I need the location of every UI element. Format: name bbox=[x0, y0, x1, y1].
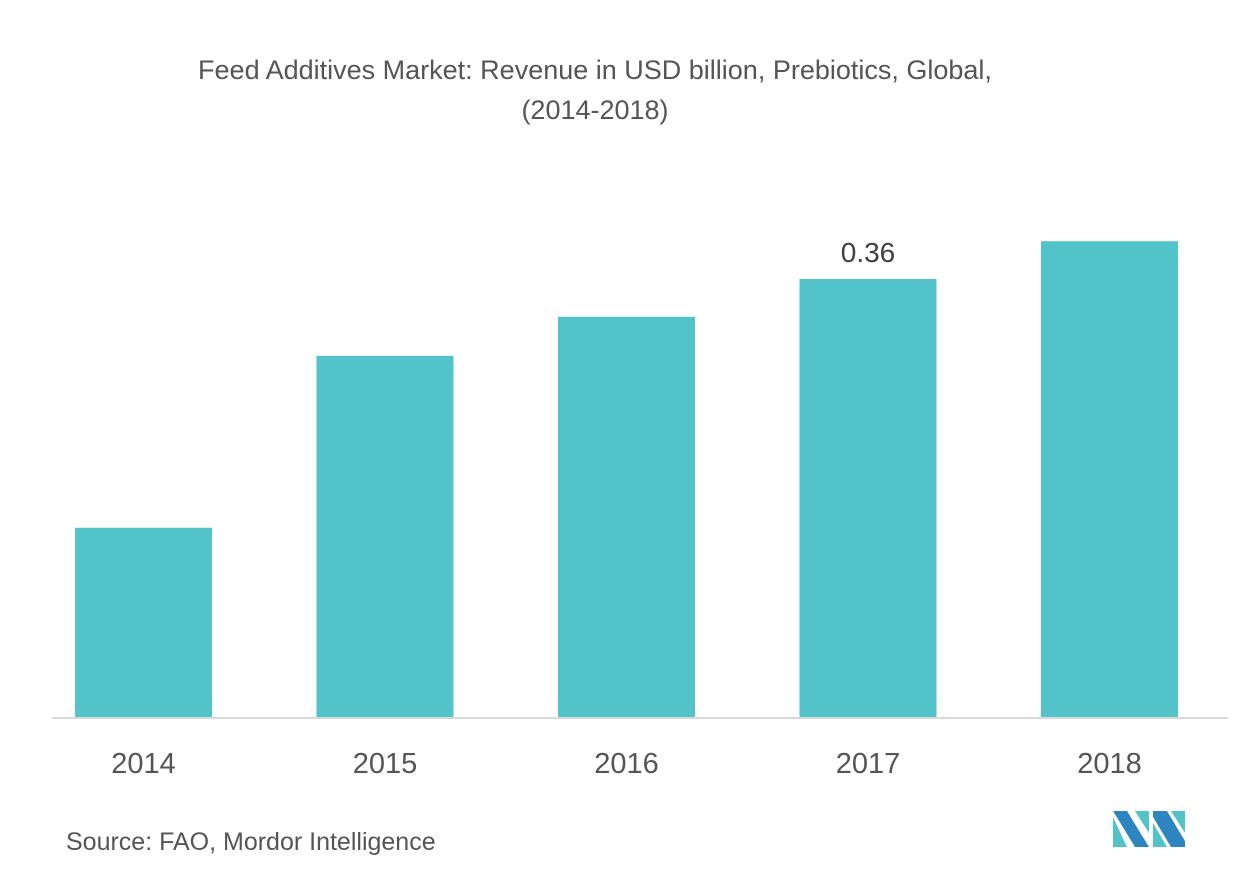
bar-2017 bbox=[799, 279, 937, 718]
x-tick-label-2016: 2016 bbox=[594, 748, 659, 780]
x-tick-label-2017: 2017 bbox=[836, 748, 901, 780]
x-tick-label-2014: 2014 bbox=[111, 748, 176, 780]
data-labels: 0.36 bbox=[841, 237, 896, 268]
x-tick-labels: 2014 2015 2016 2017 2018 bbox=[111, 748, 1142, 780]
chart-title: Feed Additives Market: Revenue in USD bi… bbox=[0, 50, 1190, 130]
chart-subtitle: (2014-2018) bbox=[521, 95, 669, 125]
chart-title-line1: Feed Additives Market: Revenue in USD bi… bbox=[198, 55, 992, 85]
bar-2014 bbox=[75, 527, 212, 718]
x-tick-label-2018: 2018 bbox=[1077, 748, 1142, 780]
data-label-2017: 0.36 bbox=[841, 237, 896, 268]
x-tick-label-2015: 2015 bbox=[353, 748, 418, 780]
bars-group bbox=[75, 241, 1178, 719]
source-note: Source: FAO, Mordor Intelligence bbox=[66, 828, 436, 856]
bar-2016 bbox=[558, 316, 695, 718]
mordor-intelligence-logo-icon bbox=[1113, 811, 1185, 847]
bar-2018 bbox=[1041, 241, 1178, 719]
bar-2015 bbox=[316, 355, 454, 718]
